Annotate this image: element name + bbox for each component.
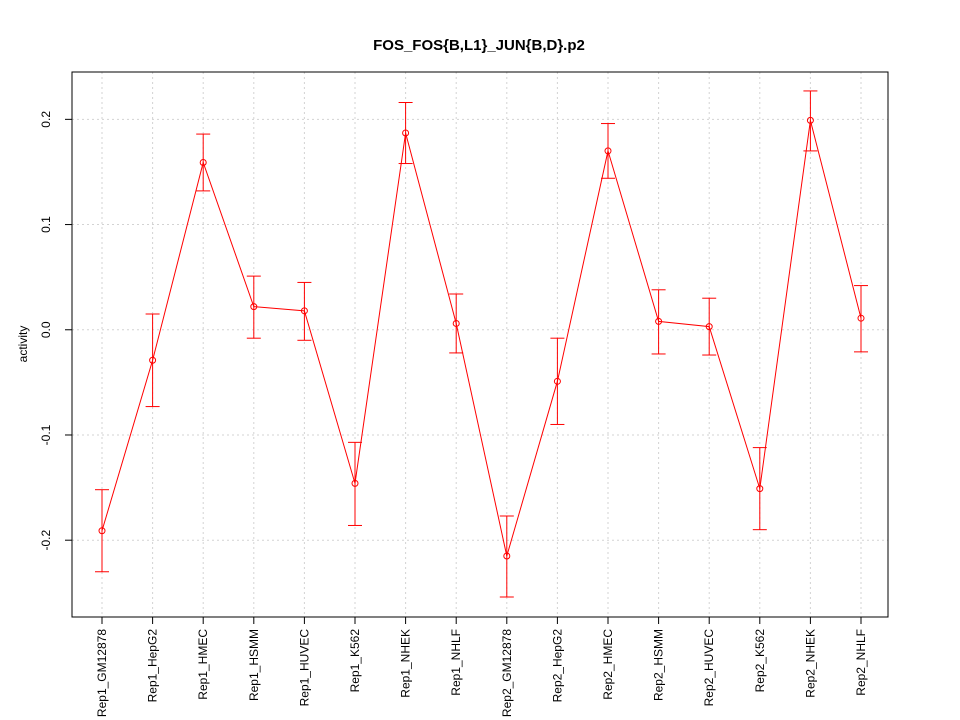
grid <box>72 72 888 617</box>
x-tick-label: Rep1_HMEC <box>196 629 210 700</box>
plot-frame <box>72 72 888 617</box>
y-tick-label: 0.0 <box>39 321 53 338</box>
x-tick-label: Rep1_NHEK <box>399 629 413 698</box>
series-group <box>95 91 868 597</box>
y-tick-label: 0.2 <box>39 111 53 128</box>
x-tick-label: Rep2_HMEC <box>601 629 615 700</box>
x-tick-label: Rep2_NHLF <box>854 629 868 696</box>
x-tick-label: Rep1_NHLF <box>449 629 463 696</box>
y-axis: -0.2 -0.1 0.0 0.1 0.2 <box>39 111 72 551</box>
y-axis-label: activity <box>16 326 30 363</box>
y-tick-label: -0.2 <box>39 530 53 551</box>
x-tick-label: Rep2_K562 <box>753 629 767 693</box>
x-tick-label: Rep2_HUVEC <box>702 629 716 707</box>
chart-title: FOS_FOS{B,L1}_JUN{B,D}.p2 <box>373 37 585 54</box>
x-tick-label: Rep1_GM12878 <box>95 629 109 717</box>
x-tick-label: Rep2_GM12878 <box>500 629 514 717</box>
x-axis: Rep1_GM12878 Rep1_HepG2 Rep1_HMEC Rep1_HSMM… <box>95 617 868 717</box>
y-tick-label: -0.1 <box>39 424 53 445</box>
x-tick-label: Rep2_HepG2 <box>550 629 564 703</box>
x-tick-label: Rep1_K562 <box>348 629 362 693</box>
x-tick-label: Rep1_HepG2 <box>146 629 160 703</box>
series-line <box>102 120 861 556</box>
x-tick-label: Rep1_HSMM <box>247 629 261 701</box>
x-tick-label: Rep2_HSMM <box>652 629 666 701</box>
x-tick-label: Rep1_HUVEC <box>297 629 311 707</box>
x-tick-label: Rep2_NHEK <box>803 629 817 698</box>
y-tick-label: 0.1 <box>39 216 53 233</box>
